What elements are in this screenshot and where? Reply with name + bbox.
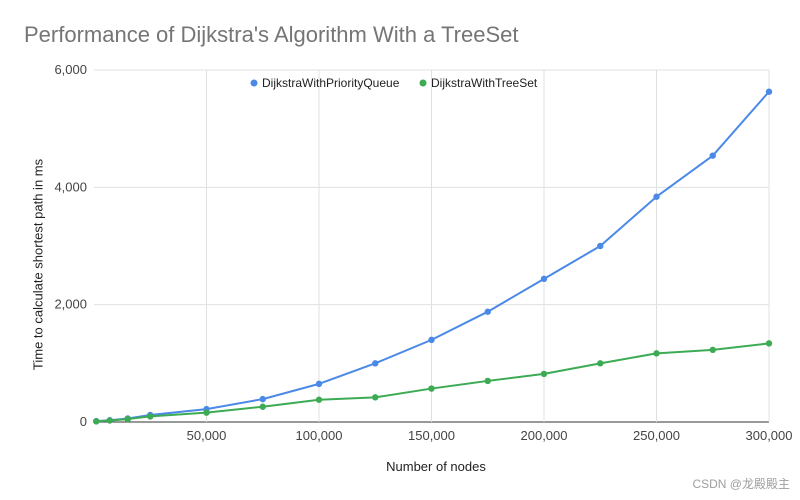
x-tick-label: 200,000 <box>521 428 568 443</box>
data-point <box>653 350 660 357</box>
data-point <box>540 275 548 283</box>
x-tick-label: 300,000 <box>746 428 793 443</box>
data-point <box>428 385 435 392</box>
data-point <box>597 360 604 367</box>
data-point <box>428 336 435 344</box>
legend-marker <box>419 79 427 87</box>
x-tick-label: 150,000 <box>408 428 455 443</box>
chart-title: Performance of Dijkstra's Algorithm With… <box>24 22 519 47</box>
data-point <box>709 152 716 159</box>
data-point <box>106 417 113 424</box>
tick-labels: 0 2,000 4,000 6,000 50,000 100,000 150,000 200,… <box>54 62 792 443</box>
x-tick-label: 50,000 <box>187 428 227 443</box>
legend-marker <box>250 79 258 87</box>
data-point <box>259 395 266 403</box>
series-line <box>96 91 770 423</box>
data-point <box>147 413 154 420</box>
grid-lines <box>94 69 770 423</box>
data-point <box>372 360 379 367</box>
data-point <box>203 409 210 416</box>
data-point <box>765 88 773 95</box>
y-tick-label: 6,000 <box>54 62 87 77</box>
data-point <box>597 242 604 250</box>
data-point <box>259 403 266 410</box>
data-point <box>484 377 491 385</box>
y-tick-label: 4,000 <box>54 179 87 194</box>
data-point <box>653 193 660 200</box>
y-tick-label: 0 <box>80 414 87 429</box>
data-point <box>709 346 716 354</box>
legend-label: DijkstraWithTreeSet <box>431 76 538 90</box>
data-point <box>93 418 100 425</box>
watermark: CSDN @龙殿殿主 <box>692 477 790 491</box>
data-point <box>315 396 323 403</box>
x-tick-label: 100,000 <box>296 428 343 443</box>
legend: DijkstraWithPriorityQueue DijkstraWithTre… <box>250 76 538 90</box>
x-tick-label: 250,000 <box>633 428 680 443</box>
data-point <box>765 340 773 347</box>
series-lines <box>93 88 773 425</box>
data-point <box>540 370 548 378</box>
data-point <box>372 394 379 401</box>
legend-label: DijkstraWithPriorityQueue <box>262 76 400 90</box>
y-tick-label: 2,000 <box>54 297 87 312</box>
data-point <box>315 380 323 388</box>
data-point <box>124 415 131 423</box>
data-point <box>484 308 491 315</box>
x-axis-label: Number of nodes <box>386 459 486 474</box>
